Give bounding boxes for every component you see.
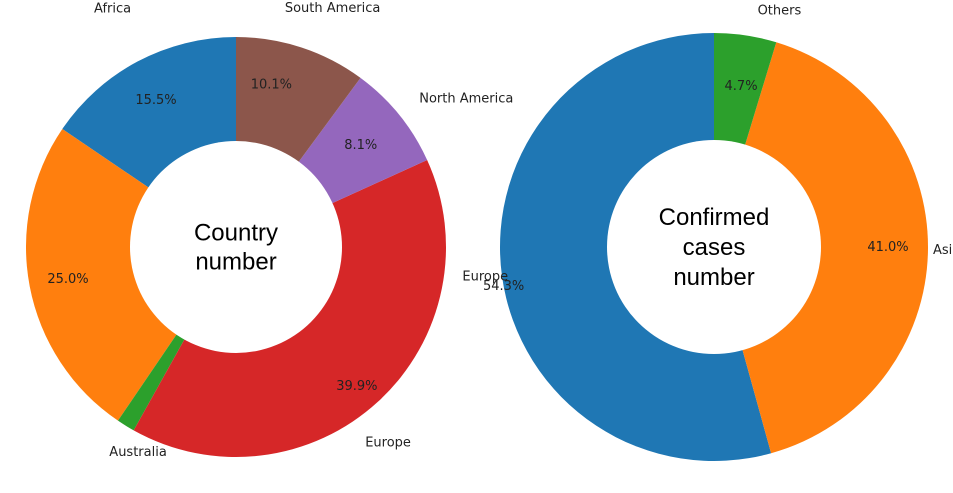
donut-hole <box>130 141 342 353</box>
slice-label-asia: Asia <box>933 243 953 258</box>
slice-asia <box>714 42 928 454</box>
slice-pct-asia: 41.0% <box>867 240 908 255</box>
center-label-line: Country <box>194 220 278 247</box>
slice-pct-south-america: 10.1% <box>251 78 292 93</box>
center-label-line: number <box>673 264 754 291</box>
slice-pct-europe: 39.9% <box>336 379 377 394</box>
slice-asia <box>26 128 237 421</box>
slice-label-europe: Europe <box>462 270 508 285</box>
country-number-donut: Africa15.5%Asia25.0%Australia1.4%Europe3… <box>26 1 513 460</box>
slice-label-australia: Australia <box>109 445 167 460</box>
slice-label-europe: Europe <box>365 436 411 451</box>
slice-pct-asia: 25.0% <box>47 272 88 287</box>
slice-label-others: Others <box>758 4 802 19</box>
donut-hole <box>607 140 821 354</box>
slice-pct-africa: 15.5% <box>135 93 176 108</box>
slice-label-south-america: South America <box>285 1 381 16</box>
slice-label-africa: Africa <box>94 1 131 16</box>
slice-pct-europe: 54.3% <box>483 279 524 294</box>
center-label-line: Confirmed <box>659 204 770 231</box>
center-label-line: cases <box>683 234 746 261</box>
slice-pct-north-america: 8.1% <box>344 138 377 153</box>
center-label-line: number <box>195 249 276 276</box>
slice-label-north-america: North America <box>419 91 513 106</box>
slice-pct-others: 4.7% <box>725 79 758 94</box>
